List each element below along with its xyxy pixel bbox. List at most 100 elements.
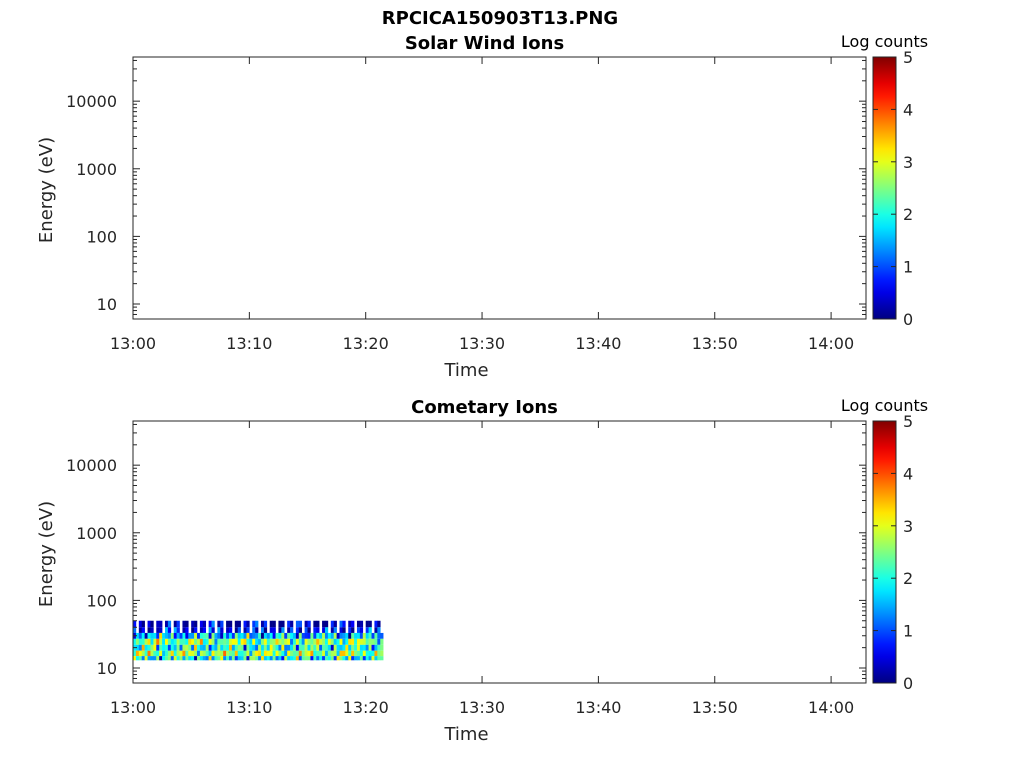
heatmap-cell: [368, 644, 372, 651]
heatmap-cell: [202, 656, 207, 661]
heatmap-cell: [260, 632, 265, 639]
heatmap-cell: [255, 656, 259, 661]
heatmap-cell: [194, 620, 198, 628]
heatmap-cell: [228, 656, 233, 661]
heatmap-cell: [258, 632, 262, 639]
heatmap-cell: [260, 627, 265, 633]
heatmap-cell: [292, 644, 297, 651]
heatmap-cell: [269, 638, 273, 645]
y-tick-label: 100: [86, 591, 117, 610]
heatmap-cell: [290, 632, 294, 639]
heatmap-cell: [342, 656, 346, 661]
heatmap-cell: [290, 656, 294, 661]
heatmap-cell: [295, 632, 300, 639]
heatmap-cell: [301, 656, 305, 661]
heatmap-cell: [348, 650, 352, 657]
heatmap-cell: [365, 656, 369, 661]
heatmap-cell: [162, 638, 166, 645]
heatmap-cell: [237, 656, 241, 661]
y-tick-label: 1000: [76, 160, 117, 179]
heatmap-cell: [147, 638, 151, 645]
heatmap-cell: [162, 656, 166, 661]
heatmap-cell: [164, 632, 169, 639]
heatmap-cell: [234, 638, 239, 645]
panel-title: Cometary Ions: [411, 397, 558, 418]
heatmap-cell: [345, 632, 349, 639]
heatmap-cell: [196, 650, 201, 657]
x-tick-label: 14:00: [808, 698, 854, 717]
heatmap-cell: [359, 627, 364, 633]
heatmap-cell: [322, 656, 326, 661]
heatmap-cell: [365, 644, 369, 651]
heatmap-cell: [348, 627, 352, 633]
heatmap-cell: [135, 644, 140, 651]
heatmap-cell: [287, 650, 291, 657]
heatmap-cell: [310, 644, 314, 651]
heatmap-cell: [356, 627, 361, 633]
heatmap-cell: [231, 644, 236, 651]
heatmap-cell: [342, 650, 346, 657]
heatmap-cell: [319, 644, 323, 651]
heatmap-cell: [348, 644, 352, 651]
heatmap-cell: [281, 638, 285, 645]
x-tick-label: 13:50: [692, 334, 738, 353]
heatmap-cell: [365, 650, 369, 657]
heatmap-cell: [266, 656, 271, 661]
heatmap-cell: [266, 644, 271, 651]
heatmap-cell: [153, 638, 157, 645]
heatmap-cell: [202, 638, 207, 645]
heatmap-cell: [226, 627, 230, 633]
heatmap-cell: [188, 656, 192, 661]
heatmap-cell: [287, 638, 291, 645]
heatmap-cell: [234, 650, 239, 657]
heatmap-cell: [287, 627, 291, 633]
heatmap-cell: [324, 627, 329, 633]
x-tick-label: 13:20: [343, 334, 389, 353]
heatmap-cell: [217, 620, 221, 628]
heatmap-cell: [234, 620, 239, 628]
heatmap-cell: [316, 627, 320, 633]
heatmap-cell: [182, 632, 186, 639]
heatmap-cell: [380, 644, 384, 651]
heatmap-cell: [339, 627, 343, 633]
colorbar-tick-label: 0: [903, 674, 913, 693]
heatmap-cell: [179, 650, 183, 657]
heatmap-cell: [307, 632, 311, 639]
heatmap-cell: [159, 620, 163, 628]
heatmap-cell: [228, 644, 233, 651]
heatmap-cell: [223, 638, 227, 645]
heatmap-cell: [150, 627, 154, 633]
heatmap-cell: [322, 632, 326, 639]
heatmap-cell: [173, 620, 177, 628]
heatmap-cell: [260, 620, 265, 628]
heatmap-cell: [220, 627, 224, 633]
heatmap-cell: [147, 644, 151, 651]
heatmap-cell: [138, 644, 143, 651]
heatmap-cell: [164, 650, 169, 657]
heatmap-cell: [272, 638, 276, 645]
heatmap-cell: [269, 620, 273, 628]
heatmap-cell: [226, 650, 230, 657]
heatmap-cell: [339, 644, 343, 651]
heatmap-cell: [255, 638, 259, 645]
heatmap-cell: [220, 644, 224, 651]
heatmap-cell: [185, 638, 189, 645]
colorbar-label: Log counts: [841, 32, 928, 51]
y-tick-label: 10: [97, 295, 117, 314]
heatmap-cell: [217, 632, 221, 639]
heatmap-cell: [182, 644, 186, 651]
heatmap-cell: [141, 632, 145, 639]
heatmap-cell: [307, 638, 311, 645]
heatmap-cell: [220, 656, 224, 661]
heatmap-cell: [243, 632, 247, 639]
heatmap-cell: [252, 638, 256, 645]
y-axis-label: Energy (eV): [36, 137, 57, 243]
x-tick-label: 14:00: [808, 334, 854, 353]
heatmap-cell: [226, 632, 230, 639]
heatmap-cell: [319, 632, 323, 639]
heatmap-cell: [348, 620, 352, 628]
heatmap-cell: [272, 627, 276, 633]
heatmap-cell: [237, 620, 241, 628]
heatmap-cell: [330, 632, 335, 639]
